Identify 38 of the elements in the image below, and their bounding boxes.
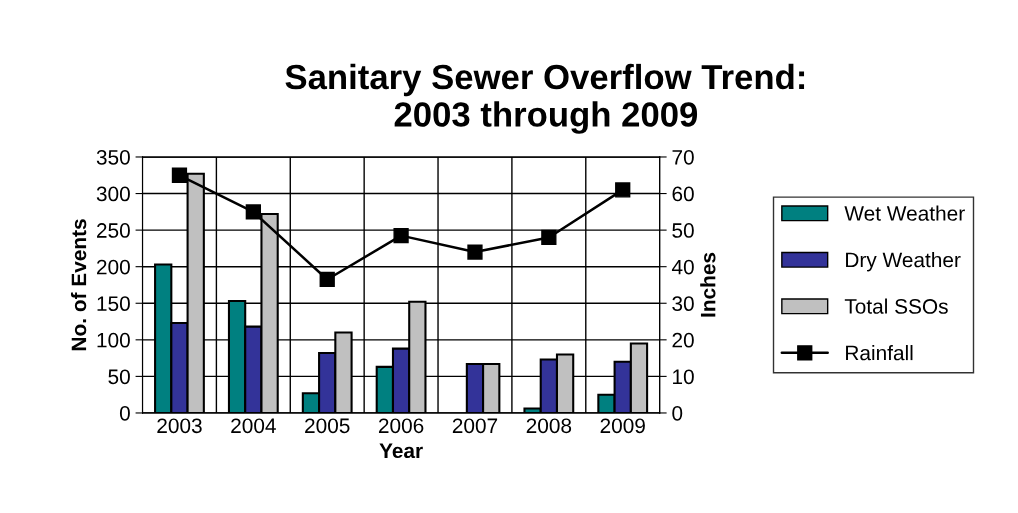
x-tick-label: 2008 [526, 418, 572, 434]
y-axis-title: No. of Events [70, 219, 87, 351]
y-tick-label: 50 [108, 369, 130, 385]
y2-tick-label: 70 [672, 149, 694, 165]
x-tick-label: 2007 [452, 418, 498, 434]
y2-tick-label: 30 [672, 296, 694, 312]
y-tick-label: 0 [119, 405, 130, 421]
x-tick-label: 2004 [231, 418, 276, 434]
point [393, 227, 409, 244]
legend-label: Dry Weather [846, 252, 961, 272]
y-tick-label: 250 [97, 223, 130, 238]
y2-tick-label: 50 [672, 223, 694, 238]
point [541, 229, 557, 246]
point [467, 244, 483, 260]
legend-label: Wet Weather [844, 205, 965, 221]
y2-tick-label: 0 [672, 405, 683, 421]
x-tick-label: 2005 [305, 418, 350, 434]
x-tick-label: 2009 [600, 418, 645, 434]
point [171, 167, 188, 183]
y2-axis-title: Inches [700, 252, 716, 317]
y2-tick-label: 20 [672, 332, 694, 348]
y2-tick-label: 10 [673, 369, 694, 385]
point [245, 204, 261, 220]
y-tick-label: 300 [96, 186, 130, 202]
point [319, 271, 335, 288]
x-tick-label: 2006 [378, 418, 424, 434]
y-tick-label: 150 [97, 296, 130, 312]
chart-title: Sanitary Sewer Overflow Trend: 2003 through 2009 [285, 63, 805, 134]
y2-tick-label: 40 [671, 259, 694, 275]
point [615, 182, 631, 198]
y-tick-label: 100 [97, 332, 130, 348]
y-tick-label: 350 [96, 149, 130, 165]
x-tick-label: 2003 [157, 418, 202, 434]
x-axis-title: Year [379, 443, 423, 459]
y-tick-label: 200 [97, 259, 130, 275]
legend-label: Rainfall [846, 345, 913, 361]
y2-tick-label: 60 [672, 186, 694, 202]
legend-label: Total SSOs [844, 298, 948, 314]
